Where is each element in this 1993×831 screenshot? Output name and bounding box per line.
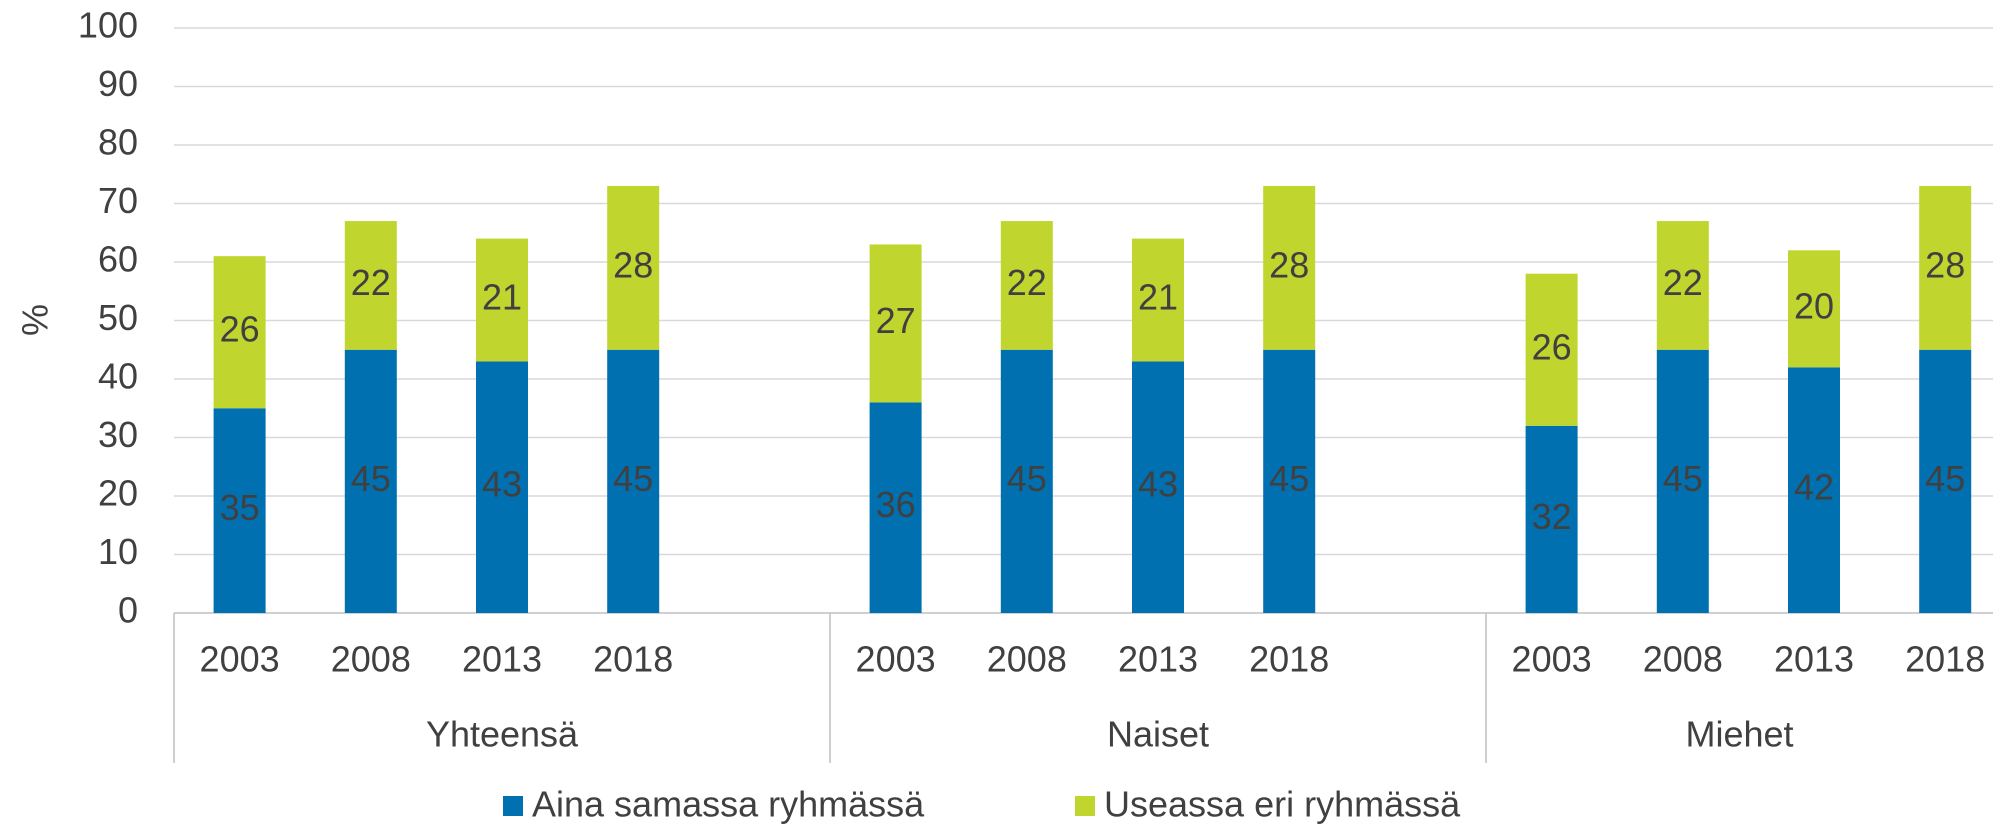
bar-segment: [1132, 361, 1184, 613]
data-label: 45: [351, 458, 391, 499]
bar-segment: [1656, 349, 1709, 613]
y-tick-label: 70: [98, 180, 138, 221]
data-label: 45: [1269, 458, 1309, 499]
x-tick-label: 2003: [1512, 639, 1592, 680]
x-tick-label: 2013: [462, 639, 542, 680]
legend-label: Useassa eri ryhmässä: [1104, 784, 1461, 825]
data-label: 22: [1663, 262, 1703, 303]
bar-segment: [1263, 185, 1316, 350]
data-label: 45: [613, 458, 653, 499]
group-label: Naiset: [1107, 714, 1209, 755]
x-tick-label: 2018: [593, 639, 673, 680]
x-tick-label: 2003: [856, 639, 936, 680]
data-label: 45: [1007, 458, 1047, 499]
bar-segment: [869, 244, 922, 403]
bar-segment: [1656, 221, 1709, 350]
bar-segment: [1788, 367, 1840, 613]
legend-label: Aina samassa ryhmässä: [532, 784, 925, 825]
y-tick-label: 60: [98, 239, 138, 280]
data-label: 32: [1532, 496, 1572, 537]
data-label: 35: [220, 487, 260, 528]
x-tick-label: 2018: [1905, 639, 1985, 680]
x-tick-label: 2018: [1249, 639, 1329, 680]
bar-segment: [607, 349, 660, 613]
bar-segment: [1919, 185, 1972, 350]
x-tick-label: 2003: [200, 639, 280, 680]
y-tick-label: 30: [98, 414, 138, 455]
data-label: 21: [1138, 277, 1178, 318]
x-tick-label: 2008: [331, 639, 411, 680]
y-tick-label: 80: [98, 122, 138, 163]
data-label: 28: [1925, 244, 1965, 285]
data-label: 22: [1007, 262, 1047, 303]
y-tick-label: 40: [98, 356, 138, 397]
y-tick-label: 90: [98, 63, 138, 104]
data-label: 26: [1532, 326, 1572, 367]
legend-swatch: [503, 796, 523, 816]
y-tick-label: 50: [98, 297, 138, 338]
x-tick-label: 2008: [987, 639, 1067, 680]
y-tick-label: 100: [78, 5, 138, 46]
x-tick-label: 2013: [1118, 639, 1198, 680]
bar-segment: [1263, 349, 1316, 613]
bar-segment: [1525, 425, 1578, 613]
data-label: 21: [482, 277, 522, 318]
legend-swatch: [1075, 796, 1095, 816]
group-label: Miehet: [1685, 714, 1793, 755]
data-label: 45: [1925, 458, 1965, 499]
y-axis-label: %: [15, 304, 56, 336]
data-label: 26: [220, 309, 260, 350]
data-label: 42: [1794, 467, 1834, 508]
data-label: 28: [613, 244, 653, 285]
bar-segment: [1919, 349, 1972, 613]
data-label: 43: [1138, 464, 1178, 505]
data-label: 22: [351, 262, 391, 303]
bar-segment: [476, 361, 528, 613]
bar-segment: [1000, 349, 1053, 613]
bar-segment: [1132, 238, 1184, 362]
data-label: 20: [1794, 285, 1834, 326]
bar-segment: [1000, 221, 1053, 350]
bar-segment: [344, 349, 397, 613]
data-label: 45: [1663, 458, 1703, 499]
data-label: 36: [876, 484, 916, 525]
data-label: 43: [482, 464, 522, 505]
y-tick-label: 20: [98, 473, 138, 514]
bar-segment: [213, 408, 266, 613]
y-tick-label: 10: [98, 531, 138, 572]
bar-segment: [1788, 250, 1840, 368]
bar-segment: [1525, 273, 1578, 426]
data-label: 28: [1269, 244, 1309, 285]
bar-segment: [476, 238, 528, 362]
x-tick-label: 2013: [1774, 639, 1854, 680]
bar-segment: [344, 221, 397, 350]
data-label: 27: [876, 300, 916, 341]
x-tick-label: 2008: [1643, 639, 1723, 680]
y-tick-label: 0: [118, 590, 138, 631]
bar-segment: [213, 256, 266, 409]
group-label: Yhteensä: [426, 714, 579, 755]
bar-segment: [869, 402, 922, 613]
bar-segment: [607, 185, 660, 350]
